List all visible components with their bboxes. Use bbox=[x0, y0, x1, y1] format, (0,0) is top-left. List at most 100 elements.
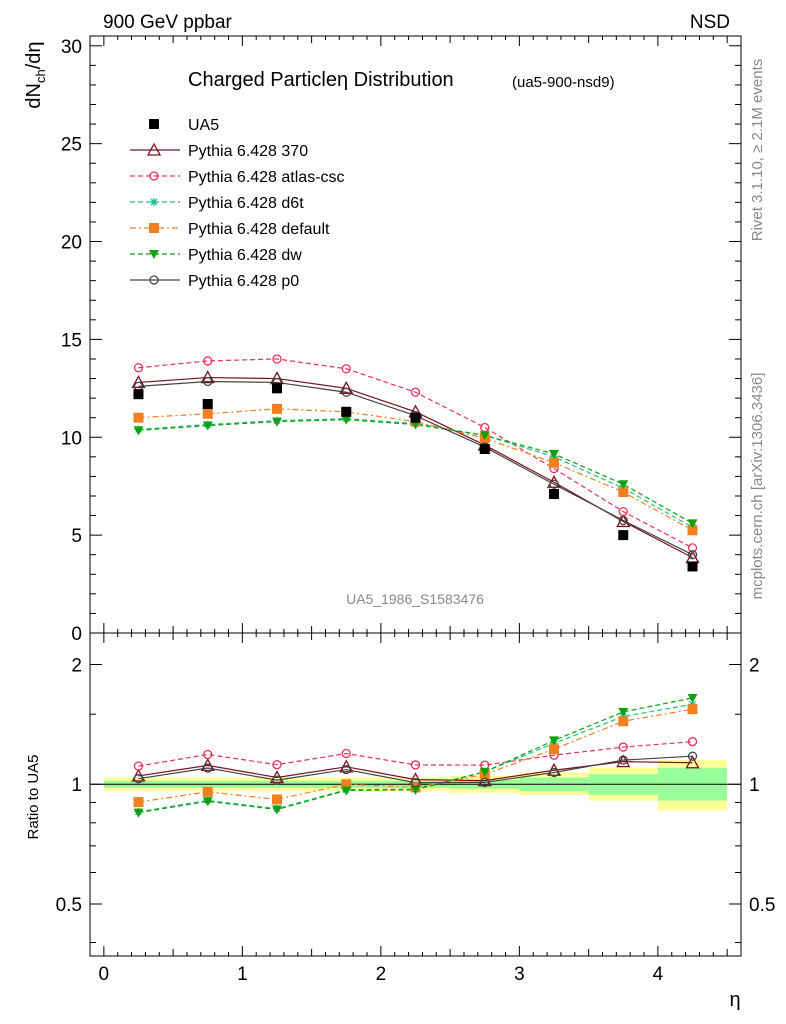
ratio-0-point-7 bbox=[616, 754, 631, 768]
legend-marker-5 bbox=[149, 275, 159, 285]
rivet-version-label: Rivet 3.1.10, ≥ 2.1M events bbox=[749, 59, 766, 242]
data-point-0 bbox=[133, 389, 144, 400]
ratio-5-point-2 bbox=[272, 775, 282, 785]
series-1-point-5 bbox=[480, 422, 490, 433]
ratio-3-point-1 bbox=[202, 786, 213, 797]
chart-subtitle: (ua5-900-nsd9) bbox=[512, 74, 615, 91]
y-tick-label-0: 0 bbox=[71, 624, 82, 645]
ratio-5-point-3 bbox=[341, 764, 351, 775]
data-point-1 bbox=[202, 398, 213, 409]
ratio-4-point-2 bbox=[271, 805, 282, 815]
data-point-5 bbox=[479, 444, 490, 455]
y-tick-label-2: 10 bbox=[61, 428, 82, 449]
series-1-point-3 bbox=[341, 364, 351, 374]
ratio-5-point-0 bbox=[133, 774, 144, 784]
ratio-3-point-3 bbox=[341, 779, 352, 790]
legend-marker-2 bbox=[150, 198, 158, 206]
ratio-3-point-8 bbox=[687, 704, 698, 715]
series-1-point-2 bbox=[272, 354, 282, 364]
series-4-point-7 bbox=[618, 480, 629, 490]
ratio-5-point-4 bbox=[410, 778, 421, 788]
ratio-0-point-8 bbox=[685, 755, 700, 769]
series-1-point-0 bbox=[133, 363, 144, 373]
series-line-1 bbox=[138, 358, 693, 549]
ratio-tick-label-right-2: 2 bbox=[749, 655, 760, 676]
legend-marker-4 bbox=[149, 250, 159, 259]
ratio-1-point-3 bbox=[341, 748, 351, 759]
legend-marker-0 bbox=[146, 142, 162, 156]
ratio-4-point-0 bbox=[133, 808, 144, 818]
series-markers bbox=[131, 354, 700, 818]
mcplots-label: mcplots.cern.ch [arXiv:1306.3436] bbox=[749, 373, 766, 600]
x-tick-label-0: 0 bbox=[99, 964, 110, 985]
ratio-tick-label-0: 0.5 bbox=[56, 895, 82, 916]
series-0-point-7 bbox=[616, 514, 631, 528]
series-4-point-3 bbox=[341, 415, 352, 425]
ratio-axis-label: Ratio to UA5 bbox=[25, 754, 42, 839]
ratio-4-point-7 bbox=[618, 707, 629, 717]
ratio-line-1 bbox=[138, 741, 693, 767]
series-4-point-5 bbox=[479, 431, 490, 441]
series-3-point-7 bbox=[618, 487, 629, 498]
legend: UA5 Pythia 6.428 370 Pythia 6.428 atlas-cs… bbox=[130, 117, 345, 290]
ratio-1-point-8 bbox=[687, 737, 698, 747]
ratio-3-point-6 bbox=[549, 744, 560, 755]
series-line-5 bbox=[138, 380, 693, 556]
ratio-3-point-7 bbox=[618, 716, 629, 727]
ratio-4-point-6 bbox=[549, 736, 560, 746]
data-point-7 bbox=[618, 530, 629, 541]
series-5-point-3 bbox=[341, 387, 351, 397]
legend-label-ua5: UA5 bbox=[188, 117, 219, 134]
series-5-point-8 bbox=[687, 550, 698, 560]
y-tick-label-6: 30 bbox=[61, 37, 82, 58]
series-4-point-2 bbox=[271, 417, 282, 427]
legend-marker-ua5 bbox=[149, 119, 159, 129]
analysis-watermark: UA5_1986_S1583476 bbox=[346, 591, 484, 607]
series-4-point-8 bbox=[687, 519, 698, 529]
ratio-4-point-1 bbox=[202, 797, 213, 807]
axis-ticks: 0 1 2 3 4 0 5 10 15 20 25 30 0.5 0.5 1 1 2 2 bbox=[56, 36, 775, 985]
series-3-point-1 bbox=[202, 408, 213, 419]
series-line-2 bbox=[138, 418, 693, 528]
ratio-tick-label-2: 2 bbox=[71, 655, 82, 676]
header-left: 900 GeV ppbar bbox=[103, 12, 233, 33]
ratio-tick-label-1: 1 bbox=[71, 775, 82, 796]
x-tick-label-3: 3 bbox=[514, 964, 525, 985]
x-tick-label-4: 4 bbox=[653, 964, 664, 985]
series-1-point-8 bbox=[687, 543, 698, 553]
legend-label-3: Pythia 6.428 default bbox=[188, 221, 330, 238]
series-1-point-1 bbox=[203, 356, 213, 366]
series-line-3 bbox=[138, 408, 693, 531]
legend-marker-3 bbox=[149, 223, 159, 233]
data-point-3 bbox=[341, 406, 352, 417]
chart-title: Charged Particleη Distribution (ua5-900-… bbox=[188, 69, 615, 91]
ratio-panel-frame bbox=[89, 632, 742, 957]
series-1-point-4 bbox=[410, 387, 421, 397]
y-tick-label-5: 25 bbox=[61, 135, 82, 156]
ratio-4-point-8 bbox=[687, 694, 698, 704]
ratio-4-point-4 bbox=[410, 785, 421, 795]
ratio-5-point-7 bbox=[618, 755, 628, 765]
ratio-5-point-5 bbox=[480, 777, 490, 788]
series-4-point-1 bbox=[202, 421, 213, 431]
ratio-3-point-2 bbox=[271, 794, 282, 805]
chart-title-text: Charged Particleη Distribution bbox=[188, 69, 454, 91]
y-axis-label: dNch/dη bbox=[23, 41, 48, 108]
legend-label-4: Pythia 6.428 dw bbox=[188, 247, 302, 264]
ratio-3-point-0 bbox=[133, 797, 144, 808]
series-5-point-6 bbox=[549, 479, 559, 489]
ratio-tick-label-right-0: 0.5 bbox=[749, 895, 775, 916]
ratio-1-point-4 bbox=[410, 760, 421, 770]
ratio-4-point-5 bbox=[479, 767, 490, 777]
series-3-point-0 bbox=[133, 412, 144, 423]
data-point-6 bbox=[549, 489, 560, 500]
series-0-point-3 bbox=[339, 380, 354, 394]
ratio-line-3 bbox=[138, 708, 693, 803]
ratio-1-point-1 bbox=[203, 749, 213, 760]
y-tick-label-4: 20 bbox=[61, 233, 82, 254]
x-axis-label: η bbox=[729, 989, 740, 1011]
series-5-point-7 bbox=[618, 515, 628, 526]
data-markers bbox=[133, 383, 698, 572]
ratio-5-point-1 bbox=[203, 763, 213, 773]
y-tick-label-3: 15 bbox=[61, 330, 82, 351]
